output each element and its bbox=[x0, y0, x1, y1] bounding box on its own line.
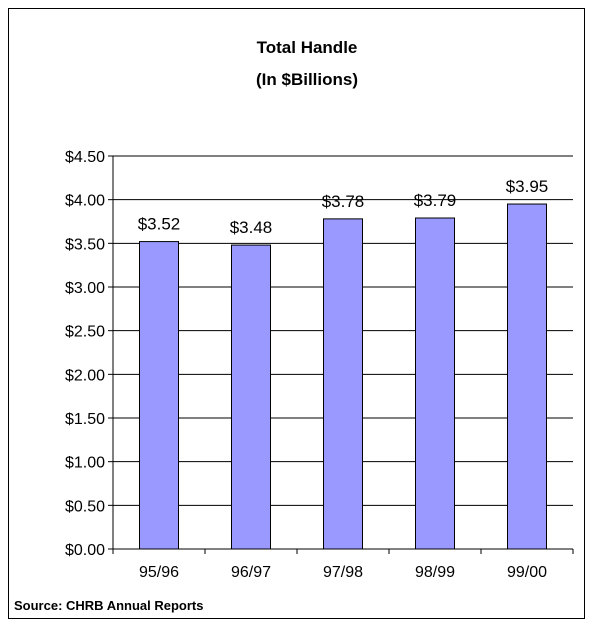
chart-title: Total Handle bbox=[257, 38, 358, 57]
source-note: Source: CHRB Annual Reports bbox=[14, 598, 204, 613]
data-label: $3.95 bbox=[506, 177, 549, 196]
x-tick-label: 96/97 bbox=[231, 564, 271, 581]
data-label: $3.79 bbox=[414, 191, 457, 210]
y-tick-label: $1.00 bbox=[65, 455, 105, 472]
x-tick-label: 99/00 bbox=[507, 564, 547, 581]
x-tick-label: 97/98 bbox=[323, 564, 363, 581]
data-label: $3.48 bbox=[230, 218, 273, 237]
bar-96-97 bbox=[231, 244, 271, 550]
chart-subtitle: (In $Billions) bbox=[256, 70, 358, 89]
x-axis-ticks: 95/96 96/97 97/98 98/99 99/00 bbox=[112, 549, 574, 581]
y-tick-label: $1.50 bbox=[65, 411, 105, 428]
y-tick-label: $3.00 bbox=[65, 280, 105, 297]
bar-98-99 bbox=[415, 217, 455, 550]
bar-chart: Total Handle (In $Billions) $0.00 $0.50 $1… bbox=[65, 38, 574, 581]
data-labels: $3.52 $3.48 $3.78 $3.79 $3.95 bbox=[138, 177, 549, 237]
bar-99-00 bbox=[507, 203, 547, 550]
chart-frame: Total Handle (In $Billions) $0.00 $0.50 $1… bbox=[8, 8, 585, 619]
y-tick-label: $0.50 bbox=[65, 498, 105, 515]
y-tick-label: $0.00 bbox=[65, 542, 105, 559]
x-tick-label: 98/99 bbox=[415, 564, 455, 581]
bar-95-96 bbox=[139, 241, 179, 550]
y-tick-label: $4.50 bbox=[65, 149, 105, 166]
data-label: $3.52 bbox=[138, 215, 181, 234]
y-axis-ticks: $0.00 $0.50 $1.00 $1.50 $2.00 $2.50 $3.00 $3.50… bbox=[65, 149, 113, 559]
x-tick-label: 95/96 bbox=[139, 564, 179, 581]
data-label: $3.78 bbox=[322, 192, 365, 211]
bar-97-98 bbox=[323, 218, 363, 550]
y-tick-label: $4.00 bbox=[65, 193, 105, 210]
y-tick-label: $2.50 bbox=[65, 324, 105, 341]
y-tick-label: $3.50 bbox=[65, 236, 105, 253]
y-tick-label: $2.00 bbox=[65, 367, 105, 384]
bars bbox=[139, 203, 547, 550]
